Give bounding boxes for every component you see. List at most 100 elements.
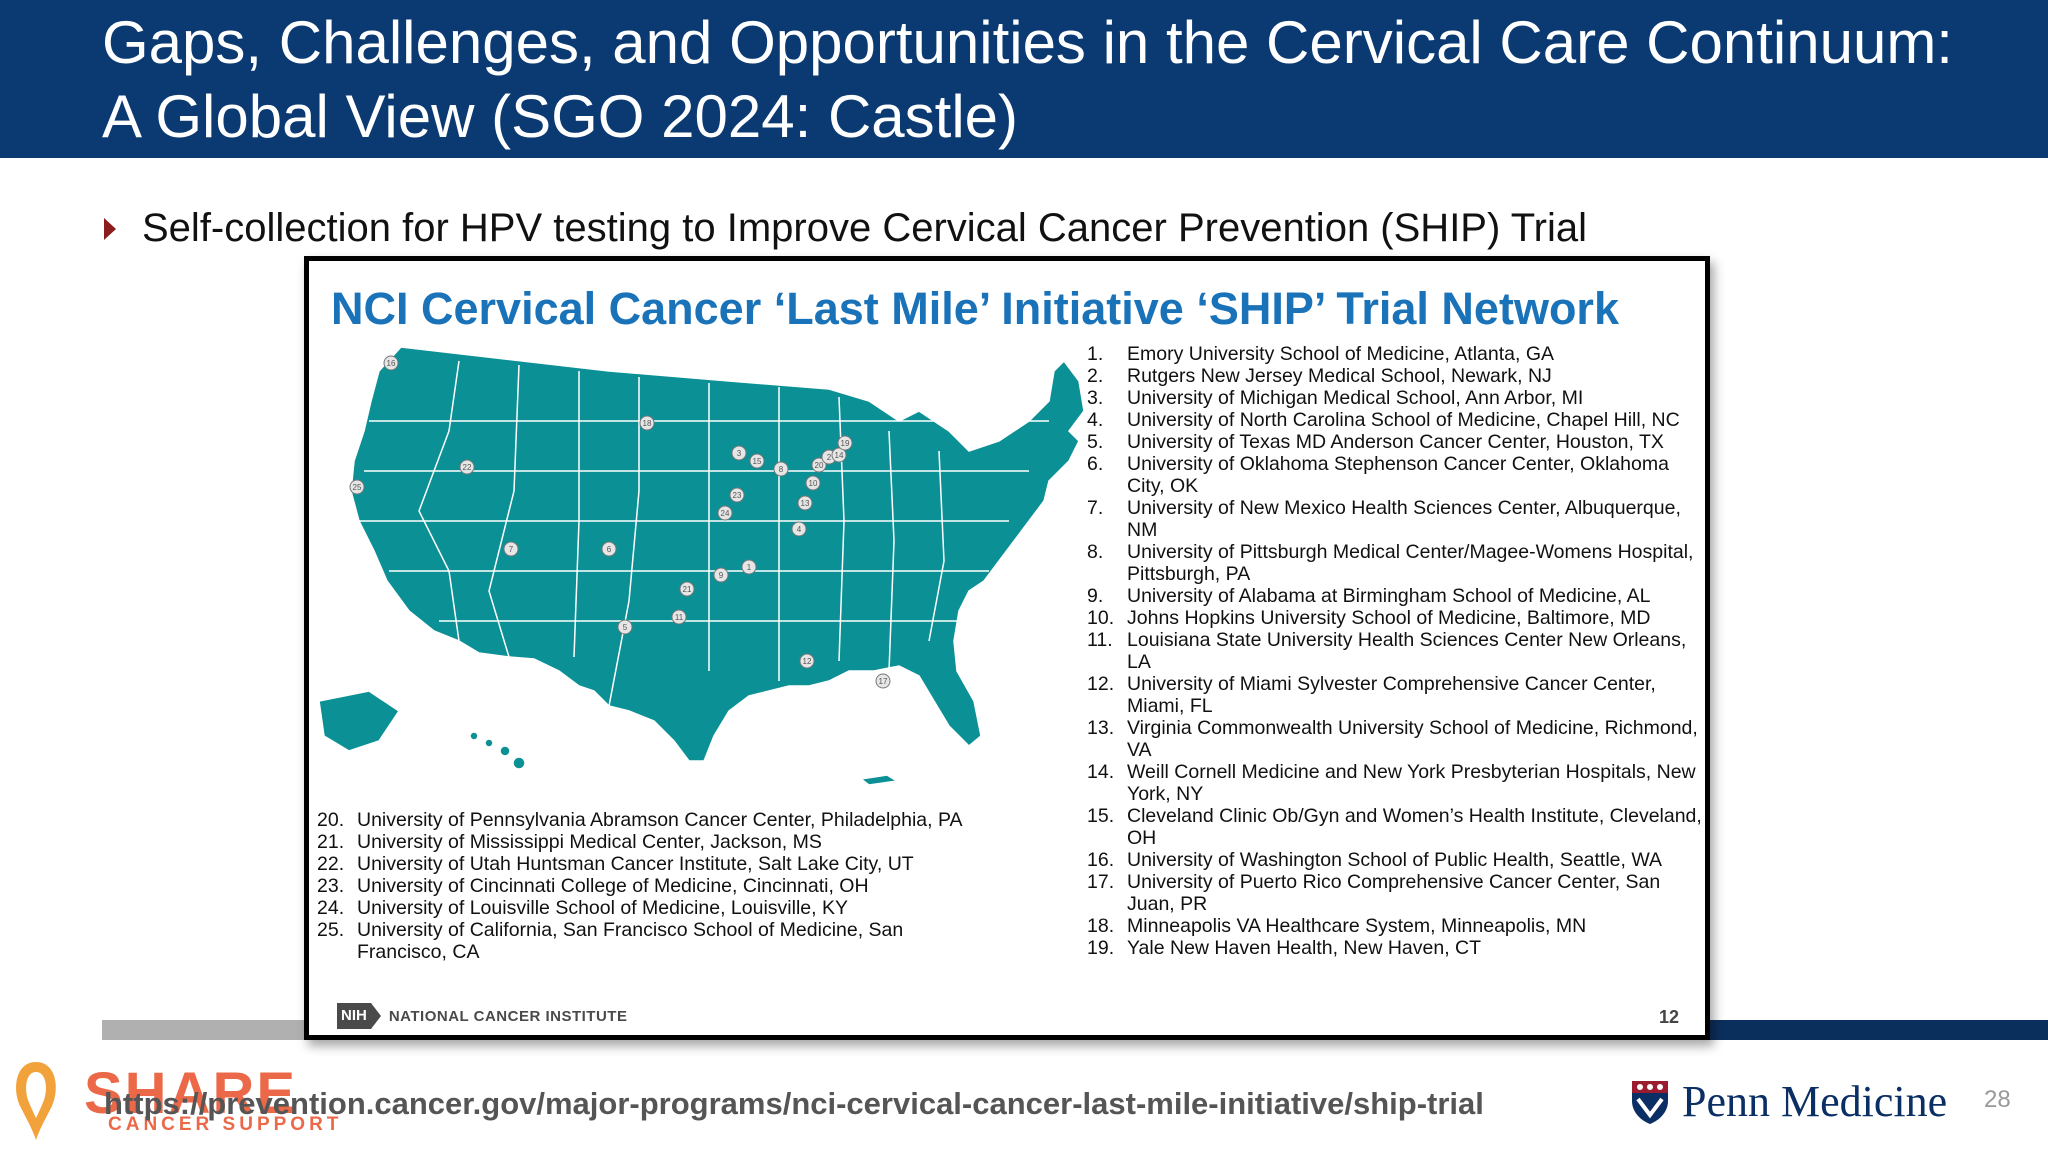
map-marker-label: 23 — [733, 491, 742, 500]
map-marker — [671, 609, 687, 625]
map-marker-label: 25 — [353, 483, 362, 492]
site-name: University of Michigan Medical School, A… — [1127, 387, 1584, 409]
site-list-item: 21. University of Mississippi Medical Cen… — [317, 831, 997, 853]
map-marker-label: 20 — [815, 461, 824, 470]
map-marker — [797, 495, 813, 511]
site-name: Cleveland Clinic Ob/Gyn and Women’s Heal… — [1127, 805, 1702, 849]
map-marker — [349, 479, 365, 495]
map-marker-label: 13 — [801, 499, 810, 508]
site-list-item: 16. University of Washington School of Pu… — [1087, 849, 1707, 871]
inset-page-number: 12 — [1658, 1007, 1679, 1027]
site-number: 1. — [1087, 343, 1104, 365]
site-name: University of New Mexico Health Sciences… — [1127, 497, 1681, 541]
map-marker-label: 18 — [643, 419, 652, 428]
site-number: 11. — [1087, 629, 1113, 651]
map-marker-label: 5 — [623, 623, 628, 632]
map-marker-label: 7 — [509, 545, 514, 554]
slide-page-number: 28 — [1984, 1086, 2011, 1113]
site-number: 14. — [1087, 761, 1115, 783]
site-number: 4. — [1087, 409, 1104, 431]
site-name: University of California, San Francisco … — [357, 919, 904, 963]
map-marker-label: 22 — [463, 463, 472, 472]
map-marker-label: 6 — [607, 545, 612, 554]
site-name: University of Washington School of Publi… — [1127, 849, 1663, 871]
site-name: University of Pennsylvania Abramson Canc… — [357, 809, 963, 831]
map-marker-label: 16 — [387, 359, 396, 368]
site-list-item: 20. University of Pennsylvania Abramson C… — [317, 809, 997, 831]
site-name: University of Pittsburgh Medical Center/… — [1127, 541, 1694, 585]
map-marker-label: 24 — [721, 509, 730, 518]
penn-shield-icon — [1632, 1080, 1668, 1124]
share-logo-subtext: CANCER SUPPORT — [108, 1114, 343, 1135]
site-name: Virginia Commonwealth University School … — [1127, 717, 1698, 761]
bullet-text: Self-collection for HPV testing to Impro… — [142, 206, 1587, 250]
site-list-item: 7. University of New Mexico Health Scienc… — [1087, 497, 1707, 541]
nih-chevron-icon — [370, 1003, 381, 1029]
site-name: Louisiana State University Health Scienc… — [1127, 629, 1687, 673]
map-marker — [791, 521, 807, 537]
alaska-shape — [318, 690, 401, 752]
map-marker — [799, 653, 815, 669]
map-marker-label: 11 — [675, 613, 684, 622]
map-marker — [679, 581, 695, 597]
site-number: 6. — [1087, 453, 1104, 475]
site-list-right: 1. Emory University School of Medicine, A… — [1087, 343, 1707, 959]
site-number: 21. — [317, 831, 345, 853]
site-number: 5. — [1087, 431, 1104, 453]
site-list-item: 18. Minneapolis VA Healthcare System, Min… — [1087, 915, 1707, 937]
site-list-item: 17. University of Puerto Rico Comprehensi… — [1087, 871, 1707, 915]
site-name: University of Miami Sylvester Comprehens… — [1127, 673, 1656, 717]
map-marker — [601, 541, 617, 557]
map-marker — [617, 619, 633, 635]
map-marker — [749, 453, 765, 469]
site-list-item: 15. Cleveland Clinic Ob/Gyn and Women’s H… — [1087, 805, 1707, 849]
nci-logo: NIH NATIONAL CANCER INSTITUTE — [337, 1003, 627, 1029]
site-list-item: 23. University of Cincinnati College of M… — [317, 875, 997, 897]
site-name: Emory University School of Medicine, Atl… — [1127, 343, 1555, 365]
site-number: 17. — [1087, 871, 1115, 893]
map-marker — [875, 673, 891, 689]
site-name: University of Puerto Rico Comprehensive … — [1127, 871, 1661, 915]
site-name: Yale New Haven Health, New Haven, CT — [1127, 937, 1482, 959]
map-marker — [731, 445, 747, 461]
site-list-item: 4. University of North Carolina School of… — [1087, 409, 1707, 431]
map-marker-label: 4 — [797, 525, 802, 534]
site-name: University of Louisville School of Medic… — [357, 897, 848, 919]
site-list-item: 22. University of Utah Huntsman Cancer In… — [317, 853, 997, 875]
site-number: 16. — [1087, 849, 1115, 871]
map-marker-label: 15 — [753, 457, 762, 466]
site-name: Minneapolis VA Healthcare System, Minnea… — [1127, 915, 1587, 937]
site-number: 25. — [317, 919, 345, 941]
site-name: University of North Carolina School of M… — [1127, 409, 1680, 431]
site-list-item: 1. Emory University School of Medicine, A… — [1087, 343, 1707, 365]
map-marker-label: 14 — [835, 451, 844, 460]
map-marker — [713, 567, 729, 583]
site-name: University of Mississippi Medical Center… — [357, 831, 822, 853]
penn-medicine-logo: Penn Medicine — [1630, 1076, 1947, 1127]
inset-image: NCI Cervical Cancer ‘Last Mile’ Initiati… — [304, 256, 1710, 1040]
site-number: 22. — [317, 853, 345, 875]
site-number: 15. — [1087, 805, 1115, 827]
site-name: University of Texas MD Anderson Cancer C… — [1127, 431, 1664, 453]
site-name: University of Utah Huntsman Cancer Insti… — [357, 853, 914, 875]
penn-medicine-text: Penn Medicine — [1682, 1077, 1948, 1126]
map-marker-label: 12 — [803, 657, 812, 666]
map-marker-label: 17 — [879, 677, 888, 686]
site-number: 20. — [317, 809, 345, 831]
site-list-item: 6. University of Oklahoma Stephenson Canc… — [1087, 453, 1707, 497]
nci-logo-text: NATIONAL CANCER INSTITUTE — [388, 1007, 628, 1025]
site-list-item: 3. University of Michigan Medical School,… — [1087, 387, 1707, 409]
site-number: 8. — [1087, 541, 1104, 563]
site-number: 9. — [1087, 585, 1104, 607]
source-url[interactable]: https://prevention.cancer.gov/major-prog… — [104, 1086, 1484, 1121]
share-ribbon-icon — [16, 1062, 56, 1140]
site-list-item: 25. University of California, San Francis… — [317, 919, 997, 963]
site-name: University of Cincinnati College of Medi… — [357, 875, 869, 897]
map-marker — [741, 559, 757, 575]
site-number: 12. — [1087, 673, 1115, 695]
map-marker — [459, 459, 475, 475]
map-marker-label: 2 — [827, 453, 832, 462]
title-bar: Gaps, Challenges, and Opportunities in t… — [0, 0, 2048, 158]
site-list-item: 11. Louisiana State University Health Sci… — [1087, 629, 1707, 673]
